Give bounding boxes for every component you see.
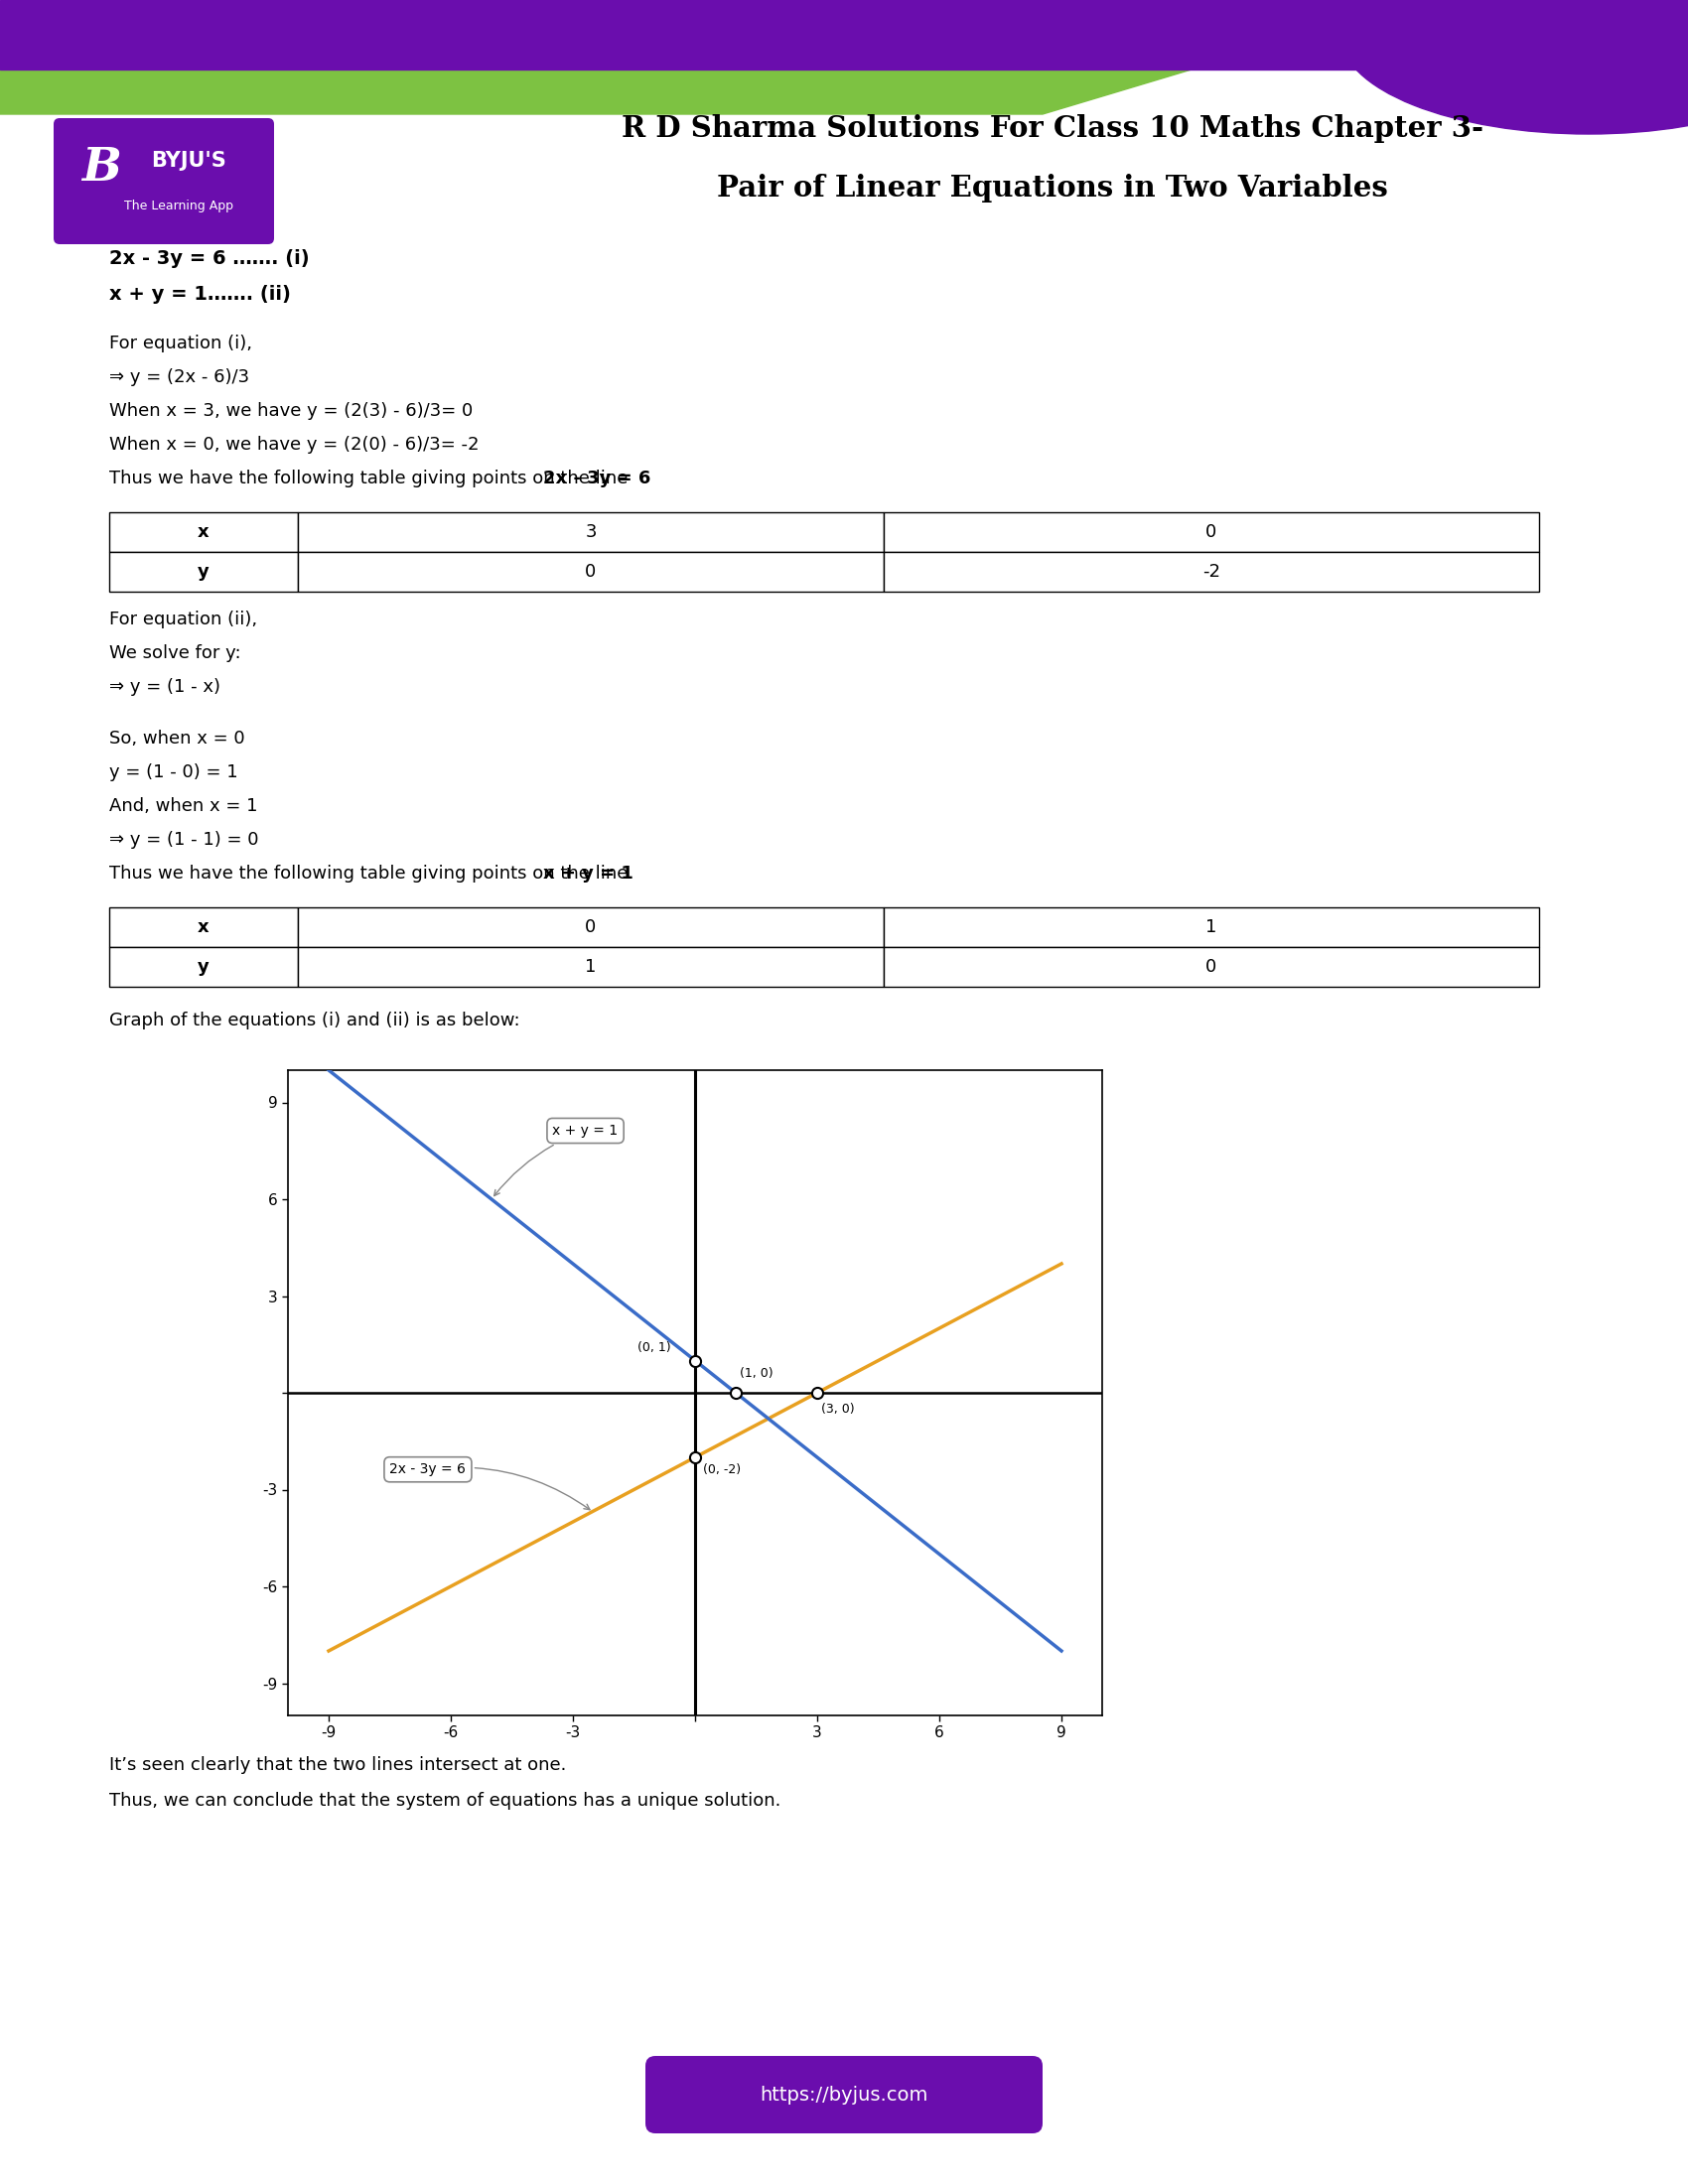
Text: 0: 0 xyxy=(1205,959,1217,976)
Bar xyxy=(110,948,297,987)
Bar xyxy=(297,513,885,553)
Ellipse shape xyxy=(1340,0,1688,133)
Text: 0: 0 xyxy=(1205,524,1217,542)
Text: For equation (i),: For equation (i), xyxy=(110,334,252,352)
Text: x + y = 1: x + y = 1 xyxy=(544,865,633,882)
Text: ⇒ y = (2x - 6)/3: ⇒ y = (2x - 6)/3 xyxy=(110,369,250,387)
Text: x + y = 1……. (ii): x + y = 1……. (ii) xyxy=(110,284,290,304)
Text: ⇒ y = (1 - 1) = 0: ⇒ y = (1 - 1) = 0 xyxy=(110,830,258,850)
Text: 2x - 3y = 6 ……. (i): 2x - 3y = 6 ……. (i) xyxy=(110,249,309,269)
Text: R D Sharma Solutions For Class 10 Maths Chapter 3-: R D Sharma Solutions For Class 10 Maths … xyxy=(621,114,1484,144)
FancyBboxPatch shape xyxy=(645,2055,1043,2134)
Text: 3: 3 xyxy=(586,524,596,542)
Text: B: B xyxy=(81,144,122,190)
Bar xyxy=(885,553,1539,592)
FancyBboxPatch shape xyxy=(54,118,273,245)
Text: (1, 0): (1, 0) xyxy=(739,1367,773,1380)
Text: x: x xyxy=(197,524,209,542)
Bar xyxy=(110,906,297,948)
Text: BYJU'S: BYJU'S xyxy=(150,151,226,170)
Text: When x = 3, we have y = (2(3) - 6)/3= 0: When x = 3, we have y = (2(3) - 6)/3= 0 xyxy=(110,402,473,419)
Text: Thus we have the following table giving points on the line: Thus we have the following table giving … xyxy=(110,865,633,882)
Text: -2: -2 xyxy=(1202,563,1220,581)
Text: When x = 0, we have y = (2(0) - 6)/3= -2: When x = 0, we have y = (2(0) - 6)/3= -2 xyxy=(110,437,479,454)
Text: And, when x = 1: And, when x = 1 xyxy=(110,797,258,815)
Text: The Learning App: The Learning App xyxy=(125,201,233,212)
Polygon shape xyxy=(0,70,1192,114)
Text: Graph of the equations (i) and (ii) is as below:: Graph of the equations (i) and (ii) is a… xyxy=(110,1011,520,1029)
Bar xyxy=(885,906,1539,948)
Text: y: y xyxy=(197,563,209,581)
Text: x + y = 1: x + y = 1 xyxy=(495,1125,618,1197)
Text: Pair of Linear Equations in Two Variables: Pair of Linear Equations in Two Variable… xyxy=(717,175,1388,203)
Text: x: x xyxy=(197,917,209,937)
Bar xyxy=(885,513,1539,553)
Text: https://byjus.com: https://byjus.com xyxy=(760,2086,928,2103)
Bar xyxy=(0,0,1688,70)
Bar xyxy=(297,948,885,987)
Text: We solve for y:: We solve for y: xyxy=(110,644,241,662)
Bar xyxy=(297,906,885,948)
Bar xyxy=(110,553,297,592)
Text: y = (1 - 0) = 1: y = (1 - 0) = 1 xyxy=(110,764,238,782)
Text: (0, 1): (0, 1) xyxy=(638,1341,670,1354)
Text: It’s seen clearly that the two lines intersect at one.: It’s seen clearly that the two lines int… xyxy=(110,1756,567,1773)
Text: 2x - 3y = 6: 2x - 3y = 6 xyxy=(544,470,650,487)
Text: y: y xyxy=(197,959,209,976)
Text: So, when x = 0: So, when x = 0 xyxy=(110,729,245,747)
Text: 0: 0 xyxy=(586,917,596,937)
Text: ⇒ y = (1 - x): ⇒ y = (1 - x) xyxy=(110,677,221,697)
Bar xyxy=(297,553,885,592)
Text: 1: 1 xyxy=(586,959,596,976)
Text: (3, 0): (3, 0) xyxy=(822,1402,854,1415)
Text: 0: 0 xyxy=(586,563,596,581)
Text: 2x - 3y = 6: 2x - 3y = 6 xyxy=(390,1463,589,1509)
Text: (0, -2): (0, -2) xyxy=(704,1463,741,1476)
Bar xyxy=(110,513,297,553)
Text: For equation (ii),: For equation (ii), xyxy=(110,612,257,629)
Text: Thus, we can conclude that the system of equations has a unique solution.: Thus, we can conclude that the system of… xyxy=(110,1791,782,1811)
Text: Thus we have the following table giving points on the line: Thus we have the following table giving … xyxy=(110,470,633,487)
Bar xyxy=(885,948,1539,987)
Text: 1: 1 xyxy=(1205,917,1217,937)
